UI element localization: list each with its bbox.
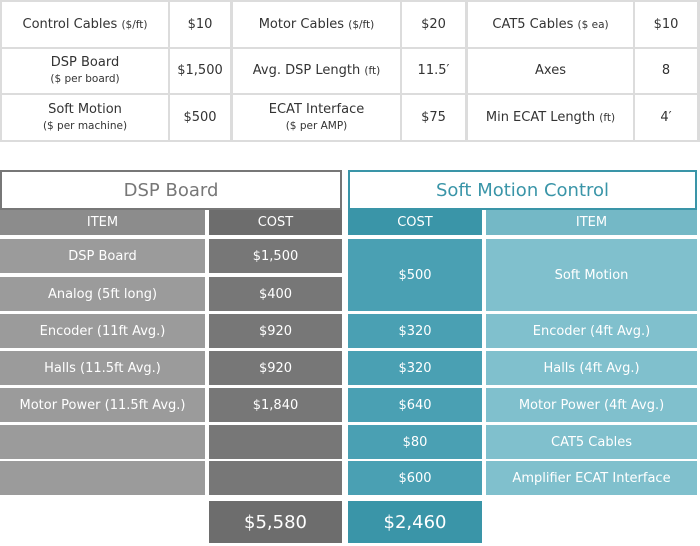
item-cell: CAT5 Cables — [486, 425, 697, 459]
param-unit: (ft) — [364, 65, 381, 77]
param-value: $20 — [402, 2, 465, 47]
param-name: Min ECAT Length — [485, 109, 596, 125]
param-value: $10 — [170, 2, 230, 47]
item-cell: Soft Motion — [486, 239, 697, 311]
param-label: Min ECAT Length (ft) — [468, 95, 633, 140]
item-cell — [0, 461, 205, 495]
item-cell: Halls (4ft Avg.) — [486, 351, 697, 385]
param-label-line: Soft Motion — [48, 102, 122, 118]
param-label-line: Avg. DSP Length (ft) — [253, 63, 380, 79]
param-label: Control Cables ($/ft) — [2, 2, 168, 47]
param-label: Motor Cables ($/ft) — [233, 2, 400, 47]
param-unit-line: ($ per board) — [50, 71, 119, 87]
param-value: $75 — [402, 95, 465, 140]
soft-title: Soft Motion Control — [348, 170, 697, 210]
param-value: $10 — [635, 2, 697, 47]
item-cell: Motor Power (4ft Avg.) — [486, 388, 697, 422]
param-unit: ($ per board) — [50, 73, 120, 85]
param-unit: ($/ft) — [348, 18, 375, 31]
param-name: CAT5 Cables — [492, 16, 574, 32]
param-name: Soft Motion — [48, 101, 122, 117]
param-name: ECAT Interface — [268, 101, 365, 117]
cost-cell: $320 — [348, 314, 482, 348]
param-label: ECAT Interface ($ per AMP) — [233, 95, 400, 140]
param-label-line: CAT5 Cables ($ ea) — [492, 17, 608, 33]
param-value: 11.5′ — [402, 49, 465, 93]
cost-cell: $600 — [348, 461, 482, 495]
param-value: $1,500 — [170, 49, 230, 93]
param-value: $500 — [170, 95, 230, 140]
param-name: Motor Cables — [258, 16, 345, 32]
cost-cell: $1,840 — [209, 388, 342, 422]
param-label: DSP Board ($ per board) — [2, 49, 168, 93]
param-label-line: Min ECAT Length (ft) — [486, 110, 615, 126]
header-cell: ITEM — [486, 210, 697, 235]
cost-cell: $640 — [348, 388, 482, 422]
param-name: DSP Board — [50, 55, 120, 70]
param-value: 8 — [635, 49, 697, 93]
param-label: CAT5 Cables ($ ea) — [468, 2, 633, 47]
param-unit: ($ per machine) — [42, 119, 128, 132]
param-value: 4′ — [635, 95, 697, 140]
param-name: Avg. DSP Length — [252, 63, 361, 78]
param-name: Control Cables — [22, 16, 118, 32]
param-name: Axes — [535, 63, 566, 78]
cost-cell: $1,500 — [209, 239, 342, 273]
item-cell: Halls (11.5ft Avg.) — [0, 351, 205, 385]
param-label-line: DSP Board — [51, 55, 119, 71]
cost-cell: $320 — [348, 351, 482, 385]
param-label: Avg. DSP Length (ft) — [233, 49, 400, 93]
header-cell: COST — [209, 210, 342, 235]
item-cell — [0, 425, 205, 459]
cost-cell: $500 — [348, 239, 482, 311]
header-cell: ITEM — [0, 210, 205, 235]
param-label: Axes — [468, 49, 633, 93]
item-cell: Analog (5ft long) — [0, 277, 205, 311]
param-label-line: ECAT Interface — [269, 102, 364, 118]
param-label-line: Control Cables ($/ft) — [23, 17, 148, 33]
item-cell: Encoder (4ft Avg.) — [486, 314, 697, 348]
param-label-line: Motor Cables ($/ft) — [259, 17, 375, 33]
param-label-line: Axes — [535, 63, 566, 79]
cost-cell: $920 — [209, 314, 342, 348]
cost-cell: $400 — [209, 277, 342, 311]
cost-cell — [209, 461, 342, 495]
param-unit: ($/ft) — [121, 18, 148, 31]
cost-cell — [209, 425, 342, 459]
item-cell: DSP Board — [0, 239, 205, 273]
cost-cell: $80 — [348, 425, 482, 459]
param-unit-line: ($ per machine) — [43, 118, 127, 134]
param-unit: ($ per AMP) — [285, 119, 348, 132]
header-cell: COST — [348, 210, 482, 235]
item-cell: Encoder (11ft Avg.) — [0, 314, 205, 348]
param-unit-line: ($ per AMP) — [286, 118, 348, 134]
param-unit: (ft) — [599, 111, 616, 124]
param-label: Soft Motion ($ per machine) — [2, 95, 168, 140]
dsp-title: DSP Board — [0, 170, 342, 210]
total-cell: $2,460 — [348, 501, 482, 543]
cost-cell: $920 — [209, 351, 342, 385]
item-cell: Motor Power (11.5ft Avg.) — [0, 388, 205, 422]
parameter-table: Control Cables ($/ft) $10 Motor Cables ($/… — [0, 0, 700, 142]
param-unit: ($ ea) — [577, 18, 609, 31]
item-cell: Amplifier ECAT Interface — [486, 461, 697, 495]
total-cell: $5,580 — [209, 501, 342, 543]
